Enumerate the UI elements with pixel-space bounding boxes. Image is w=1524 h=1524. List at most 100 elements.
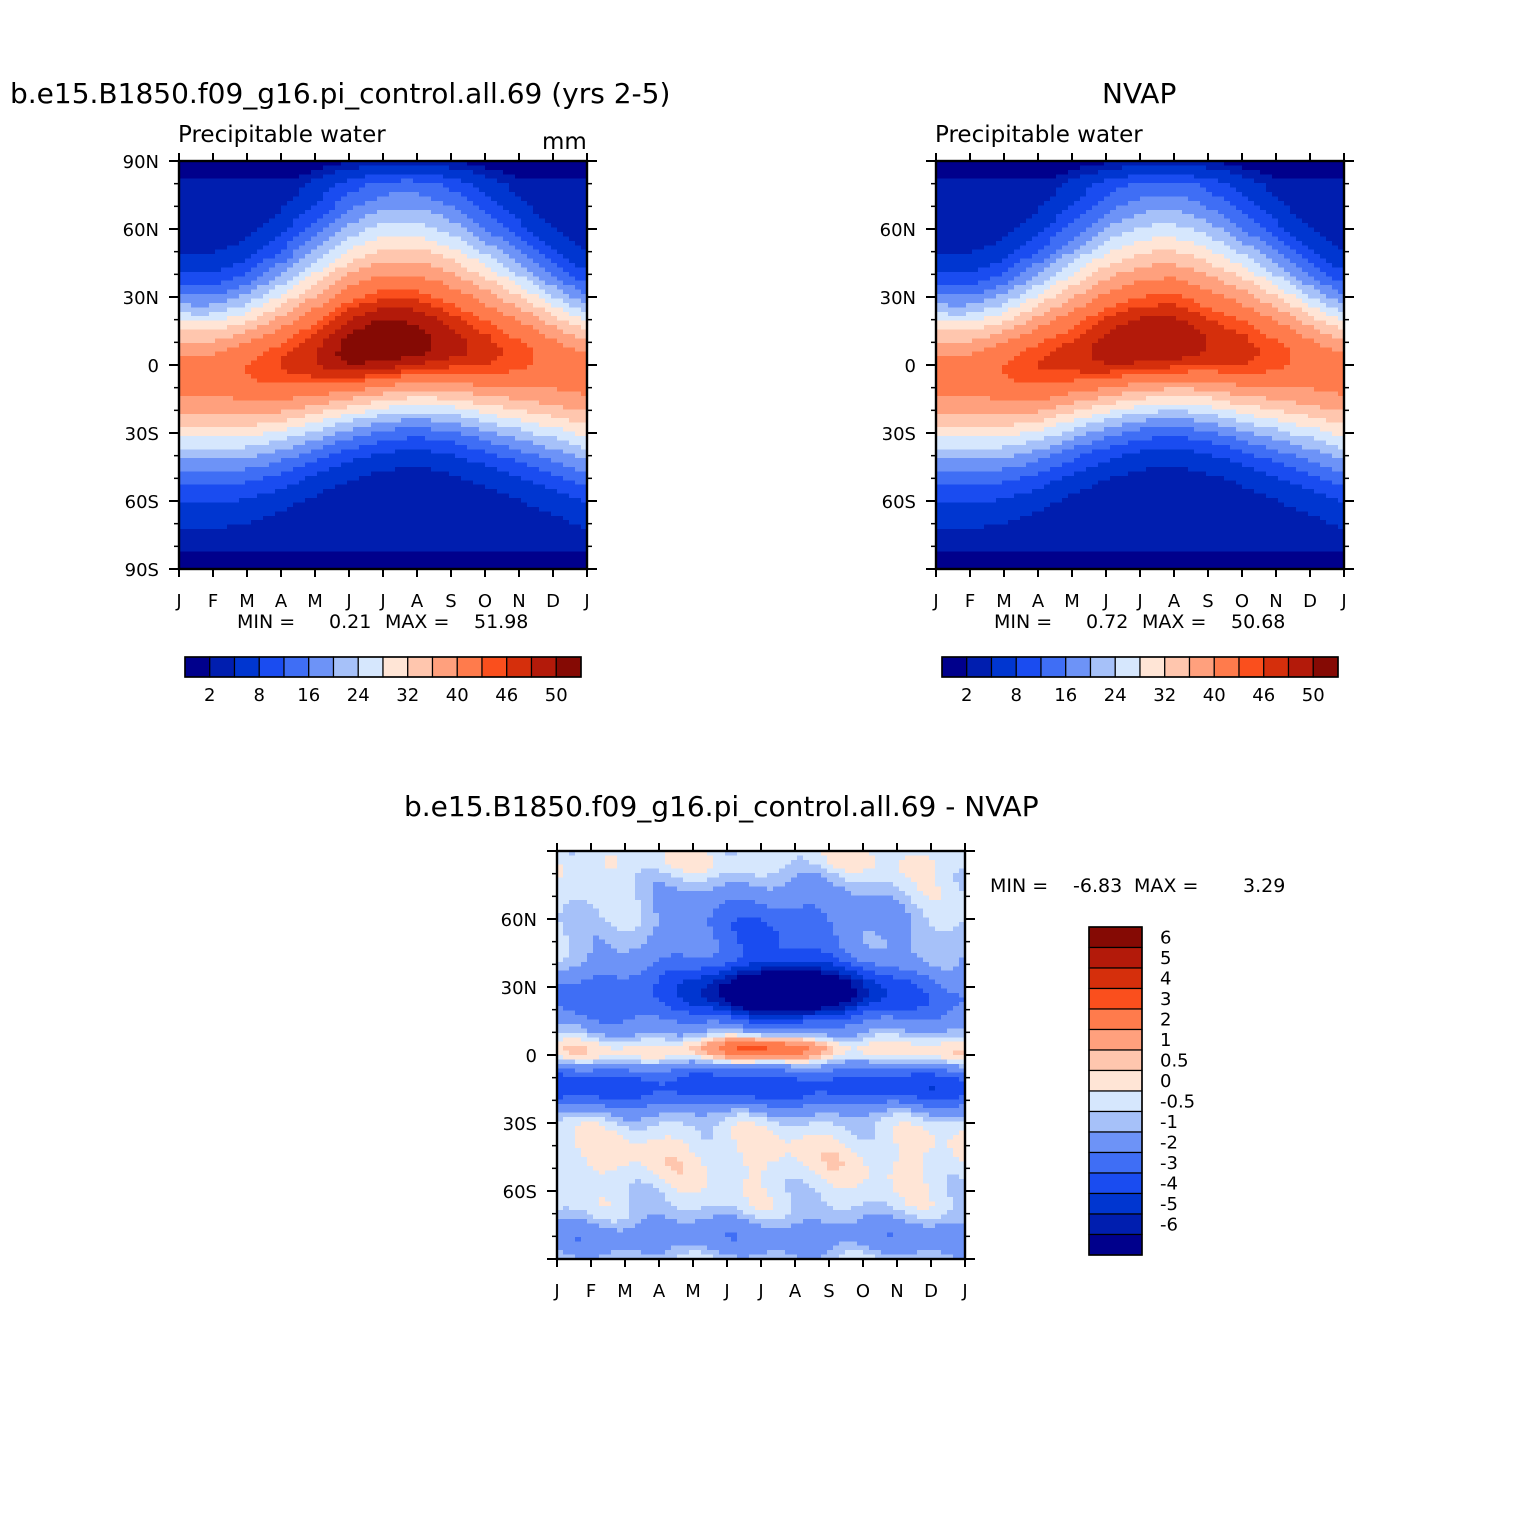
contour-cell	[413, 422, 420, 428]
contour-cell	[485, 396, 492, 402]
contour-cell	[293, 289, 300, 295]
contour-cell	[221, 356, 228, 362]
contour-cell	[311, 435, 318, 441]
contour-cell	[575, 200, 582, 206]
contour-cell	[545, 267, 552, 273]
contour-cell	[443, 240, 450, 246]
contour-cell	[245, 413, 252, 419]
contour-cell	[527, 187, 534, 193]
contour-cell	[203, 218, 210, 224]
contour-cell	[437, 161, 444, 167]
contour-cell	[191, 298, 198, 304]
contour-cell	[389, 161, 396, 167]
contour-cell	[479, 178, 486, 184]
contour-cell	[395, 200, 402, 206]
contour-cell	[491, 192, 498, 198]
contour-cell	[527, 467, 534, 473]
contour-cell	[287, 285, 294, 291]
contour-cell	[341, 347, 348, 353]
contour-cell	[215, 351, 222, 357]
contour-cell	[515, 360, 522, 366]
contour-cell	[497, 236, 504, 242]
contour-cell	[281, 227, 288, 233]
contour-cell	[311, 471, 318, 477]
contour-cell	[401, 325, 408, 331]
contour-cell	[557, 347, 564, 353]
contour-cell	[251, 178, 258, 184]
contour-cell	[263, 258, 270, 264]
contour-cell	[491, 338, 498, 344]
contour-cell	[215, 249, 222, 255]
contour-cell	[269, 351, 276, 357]
contour-cell	[209, 387, 216, 393]
contour-cell	[341, 271, 348, 277]
contour-cell	[503, 249, 510, 255]
contour-cell	[557, 444, 564, 450]
contour-cell	[545, 382, 552, 388]
contour-cell	[419, 356, 426, 362]
contour-cell	[197, 471, 204, 477]
contour-cell	[329, 249, 336, 255]
contour-cell	[503, 254, 510, 260]
contour-cell	[431, 280, 438, 286]
contour-cell	[545, 427, 552, 433]
contour-cell	[431, 298, 438, 304]
contour-cell	[431, 231, 438, 237]
contour-cell	[347, 462, 354, 468]
contour-cell	[377, 413, 384, 419]
contour-cell	[509, 298, 516, 304]
contour-cell	[323, 178, 330, 184]
contour-cell	[305, 338, 312, 344]
contour-cell	[389, 440, 396, 446]
contour-cell	[419, 325, 426, 331]
contour-cell	[359, 422, 366, 428]
contour-cell	[377, 356, 384, 362]
contour-cell	[263, 435, 270, 441]
contour-cell	[425, 183, 432, 189]
contour-cell	[317, 453, 324, 459]
contour-cell	[473, 449, 480, 455]
contour-cell	[323, 294, 330, 300]
contour-cell	[485, 471, 492, 477]
contour-cell	[533, 231, 540, 237]
contour-cell	[365, 174, 372, 180]
contour-cell	[527, 382, 534, 388]
contour-cell	[245, 338, 252, 344]
contour-cell	[341, 240, 348, 246]
contour-cell	[467, 223, 474, 229]
contour-cell	[179, 458, 186, 464]
contour-cell	[377, 298, 384, 304]
contour-cell	[257, 347, 264, 353]
contour-cell	[557, 192, 564, 198]
contour-cell	[521, 351, 528, 357]
contour-cell	[425, 280, 432, 286]
contour-cell	[575, 178, 582, 184]
contour-cell	[533, 356, 540, 362]
contour-cell	[185, 231, 192, 237]
contour-cell	[485, 249, 492, 255]
contour-cell	[461, 329, 468, 335]
contour-cell	[449, 391, 456, 397]
contour-cell	[293, 475, 300, 481]
contour-cell	[461, 209, 468, 215]
contour-cell	[239, 161, 246, 167]
contour-cell	[293, 435, 300, 441]
contour-cell	[533, 311, 540, 317]
contour-cell	[575, 471, 582, 477]
contour-cell	[533, 236, 540, 242]
contour-cell	[563, 382, 570, 388]
contour-cell	[443, 351, 450, 357]
contour-cell	[335, 267, 342, 273]
contour-cell	[293, 236, 300, 242]
contour-cell	[317, 471, 324, 477]
contour-cell	[353, 249, 360, 255]
contour-cell	[191, 387, 198, 393]
contour-cell	[515, 200, 522, 206]
contour-cell	[539, 387, 546, 393]
contour-cell	[383, 209, 390, 215]
contour-cell	[251, 245, 258, 251]
contour-cell	[377, 236, 384, 242]
contour-cell	[203, 453, 210, 459]
contour-cell	[515, 165, 522, 171]
contour-cell	[215, 391, 222, 397]
